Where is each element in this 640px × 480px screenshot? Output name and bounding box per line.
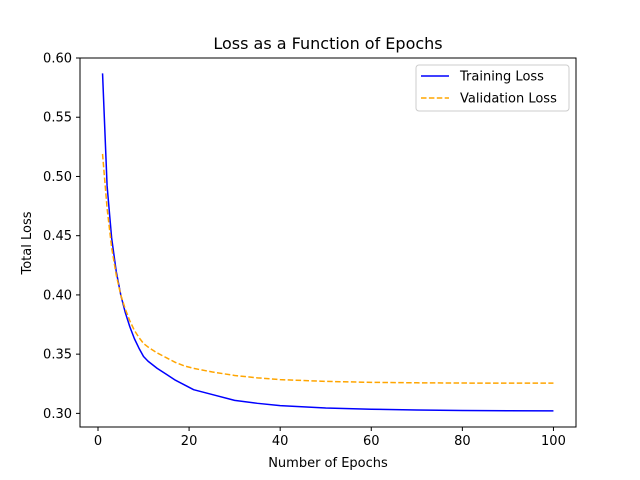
x-tick-label: 80 [454,434,471,449]
legend: Training Loss Validation Loss [415,64,570,112]
series-line-validation-loss [101,153,554,384]
y-axis-title: Total Loss [20,211,35,275]
y-tick-label: 0.60 [43,52,72,67]
x-tick-label: 20 [181,434,198,449]
y-tick-label: 0.40 [43,288,72,303]
y-tick-label: 0.50 [43,170,72,185]
legend-box [415,64,570,112]
legend-label: Training Loss [459,70,544,85]
x-tick-label: 0 [94,434,102,449]
x-axis-ticks: 0 20 40 60 80 100 [94,427,566,449]
x-axis-title: Number of Epochs [268,456,388,471]
x-tick-label: 100 [541,434,566,449]
series-line-training-loss [101,73,554,412]
x-tick-label: 40 [272,434,289,449]
y-tick-label: 0.30 [43,407,72,422]
y-tick-label: 0.55 [43,111,72,126]
chart-title: Loss as a Function of Epochs [213,34,442,53]
plot-frame [79,57,577,428]
y-tick-label: 0.45 [43,229,72,244]
x-tick-label: 60 [363,434,380,449]
legend-label: Validation Loss [460,92,557,107]
y-axis-ticks: 0.30 0.35 0.40 0.45 0.50 0.55 0.60 [43,52,80,422]
plot-series [101,73,554,412]
y-tick-label: 0.35 [43,348,72,363]
